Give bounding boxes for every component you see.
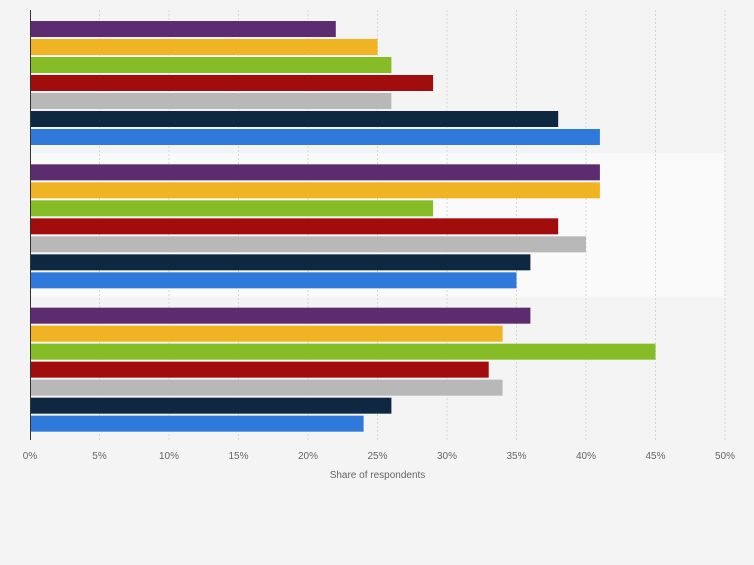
bar-group1-series3: [30, 57, 392, 73]
bar-group2-series5: [30, 236, 586, 253]
x-tick-label: 40%: [576, 451, 596, 462]
bar-group2-series6: [30, 254, 531, 271]
x-tick-label: 15%: [228, 451, 248, 462]
x-tick-label: 20%: [298, 451, 318, 462]
bar-group3-series6: [30, 397, 392, 414]
x-tick-label: 50%: [715, 451, 735, 462]
bar-group2-series3: [30, 200, 434, 217]
x-axis-title: Share of respondents: [330, 470, 426, 481]
x-tick-label: 35%: [506, 451, 526, 462]
bar-group1-series2: [30, 39, 378, 55]
x-tick-label: 10%: [159, 451, 179, 462]
x-axis-tick-labels: 0% 5% 10% 15% 20% 25% 30% 35% 40% 45% 50%: [23, 451, 735, 462]
bar-group1-series6: [30, 111, 559, 127]
bar-group2-series1: [30, 164, 600, 181]
bar-group3-series2: [30, 325, 503, 342]
x-tick-label: 30%: [437, 451, 457, 462]
bars: [30, 21, 656, 432]
x-tick-label: 5%: [92, 451, 107, 462]
bar-group1-series1: [30, 21, 336, 37]
bar-group1-series7: [30, 129, 600, 145]
bar-group1-series5: [30, 93, 392, 109]
bar-group3-series5: [30, 379, 503, 396]
bar-group3-series1: [30, 307, 531, 324]
x-tick-label: 25%: [367, 451, 387, 462]
x-tick-label: 0%: [23, 451, 38, 462]
bar-group3-series3: [30, 343, 656, 360]
bar-group3-series4: [30, 361, 489, 378]
bar-group1-series4: [30, 75, 434, 91]
x-tick-label: 45%: [645, 451, 665, 462]
bar-group2-series7: [30, 272, 517, 289]
bar-group2-series4: [30, 218, 559, 235]
bar-group2-series2: [30, 182, 600, 199]
bar-group3-series7: [30, 415, 364, 432]
